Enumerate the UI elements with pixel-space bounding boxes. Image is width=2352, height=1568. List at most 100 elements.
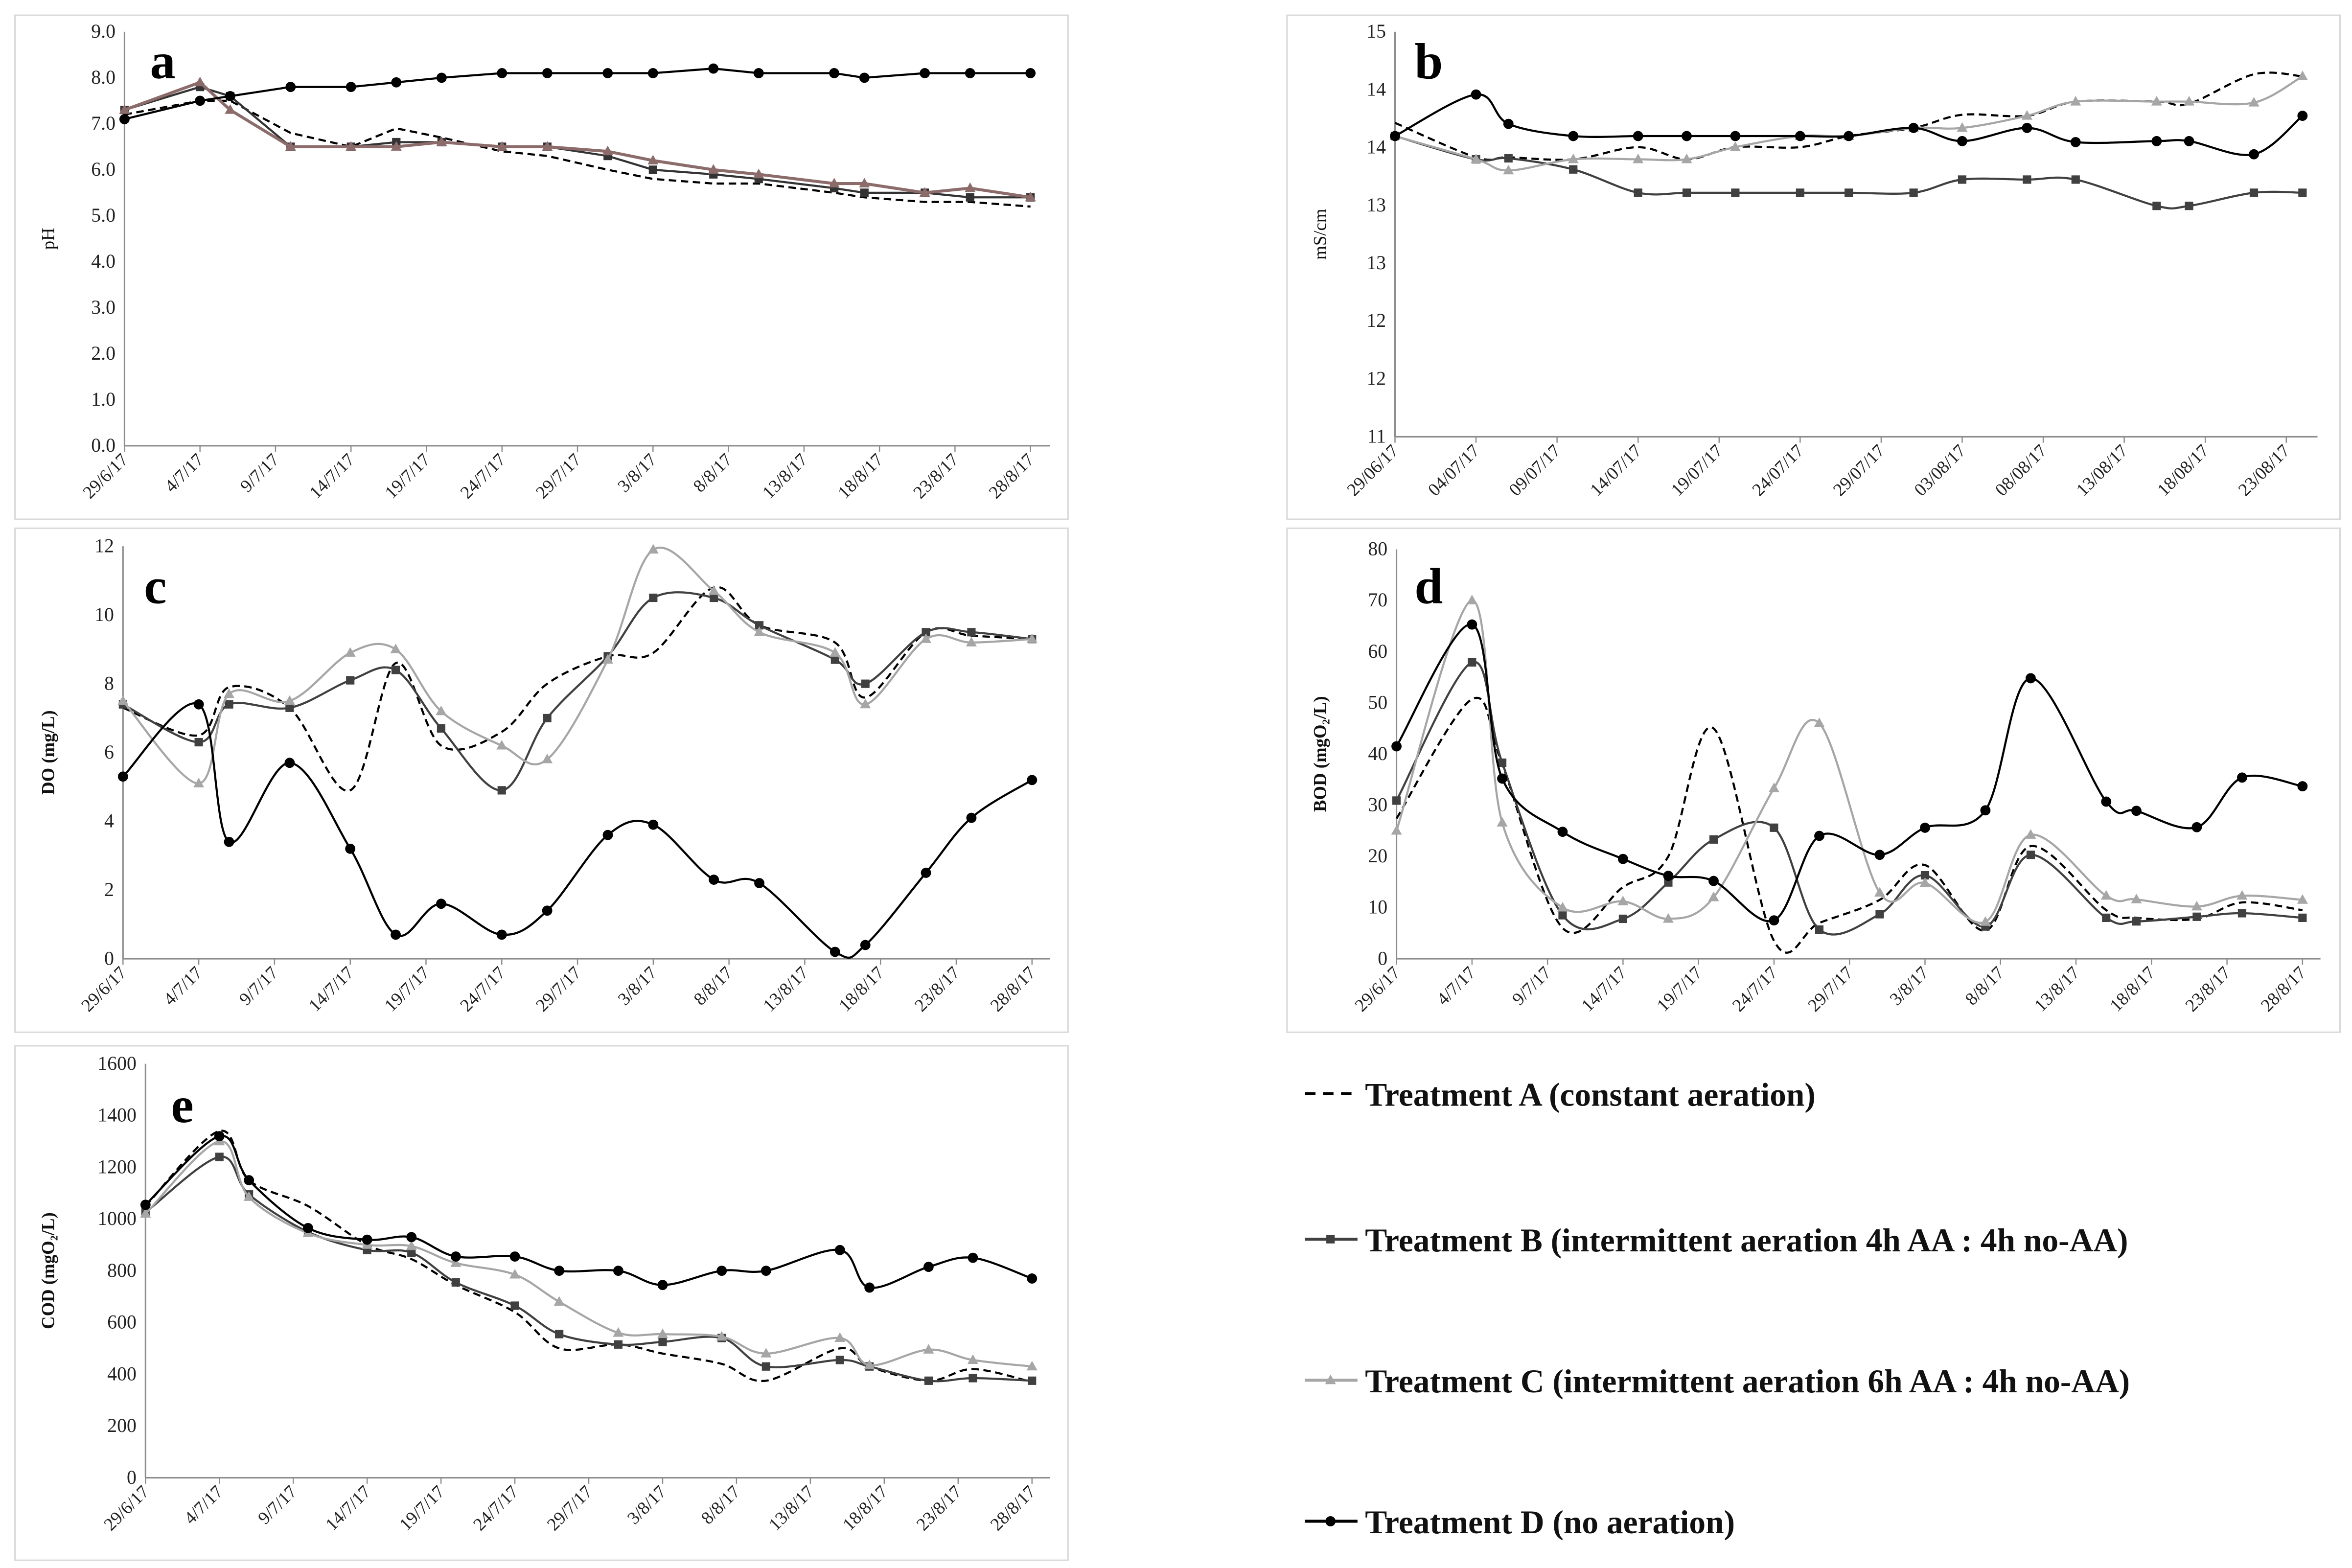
data-point-D: [2131, 806, 2142, 816]
data-point-C: [223, 688, 235, 698]
data-point-C: [716, 1331, 727, 1341]
data-point-C: [1980, 916, 1991, 926]
data-point-D: [829, 68, 839, 78]
data-point-D: [1025, 68, 1036, 78]
data-point-B: [614, 1340, 623, 1349]
series-A: [124, 99, 1031, 208]
data-point-D: [602, 830, 613, 840]
panel-letter: a: [150, 33, 176, 90]
data-point-B: [860, 188, 869, 197]
data-point-D: [224, 836, 234, 847]
data-point-B: [1875, 910, 1884, 919]
series-line-A: [1394, 71, 2303, 161]
data-point-D: [391, 77, 402, 88]
y-tick-label: 13: [1366, 194, 1386, 216]
data-point-C: [967, 1354, 979, 1364]
data-point-B: [555, 1330, 564, 1338]
legend: Treatment A (constant aeration) Treatment…: [1305, 1076, 2130, 1541]
data-point-B: [1796, 188, 1804, 197]
data-point-B: [1634, 188, 1642, 197]
data-point-C: [225, 104, 236, 114]
data-point-B: [922, 628, 930, 637]
data-point-D: [225, 91, 235, 101]
data-point-B: [1618, 914, 1627, 923]
data-point-C: [1466, 595, 1477, 604]
data-point-D: [1497, 773, 1507, 784]
panel-letter: d: [1414, 558, 1443, 615]
data-point-D: [302, 1222, 313, 1233]
data-point-B: [194, 738, 203, 747]
series-C: [117, 544, 1038, 787]
data-point-C: [761, 1348, 772, 1358]
data-point-C: [193, 778, 205, 787]
series-D: [117, 699, 1038, 959]
data-point-C: [346, 141, 357, 151]
data-point-C: [2100, 890, 2112, 900]
data-point-D: [1908, 123, 1919, 133]
data-point-C: [1026, 1360, 1038, 1371]
y-tick-label: 0: [127, 1466, 137, 1488]
data-point-B: [1028, 1376, 1037, 1385]
data-point-D: [921, 868, 931, 878]
data-point-D: [2070, 137, 2081, 147]
data-point-C: [2184, 95, 2195, 106]
series-line-B: [1395, 661, 2303, 936]
y-tick-label: 1200: [97, 1155, 137, 1177]
data-point-B: [2185, 202, 2193, 210]
data-point-D: [920, 68, 930, 78]
series-D: [119, 63, 1036, 124]
data-point-C: [1633, 153, 1644, 163]
legend-item-C: Treatment C (intermittent aeration 6h AA…: [1305, 1363, 2130, 1400]
data-point-D: [362, 1234, 372, 1245]
data-point-C: [613, 1327, 624, 1337]
data-point-C: [390, 644, 401, 653]
data-point-B: [1709, 835, 1718, 844]
data-point-C: [1814, 717, 1825, 727]
data-point-D: [193, 699, 204, 710]
series-A: [122, 586, 1032, 792]
y-tick-label: 2.0: [91, 342, 115, 364]
y-tick-label: 12: [1366, 309, 1386, 331]
data-point-D: [1730, 131, 1741, 141]
legend-marker-icon: [1325, 1374, 1336, 1384]
data-point-C: [496, 141, 507, 151]
y-tick-label: 14: [1366, 78, 1386, 100]
data-point-C: [1708, 891, 1719, 901]
series-A: [1394, 71, 2303, 161]
data-point-D: [2151, 136, 2162, 146]
legend-label: Treatment D (no aeration): [1365, 1504, 1735, 1541]
data-point-B: [437, 724, 446, 733]
data-point-D: [1391, 741, 1402, 752]
data-point-D: [1957, 136, 1967, 146]
data-point-D: [140, 1199, 151, 1210]
data-point-C: [1568, 153, 1579, 163]
y-tick-label: 11: [1367, 425, 1386, 447]
data-point-D: [1814, 830, 1824, 841]
data-point-C: [1874, 887, 1885, 897]
data-point-B: [830, 655, 839, 664]
data-point-D: [2191, 822, 2202, 832]
y-tick-label: 15: [1366, 20, 1386, 42]
data-point-C: [509, 1268, 521, 1279]
data-point-D: [406, 1232, 417, 1243]
data-point-B: [710, 593, 718, 602]
data-point-B: [1682, 188, 1691, 197]
data-point-C: [119, 104, 130, 114]
y-tick-label: 13: [1366, 252, 1386, 274]
data-point-B: [2237, 909, 2247, 918]
data-point-D: [1027, 775, 1038, 785]
data-point-D: [834, 1245, 845, 1255]
data-point-D: [1920, 822, 1930, 833]
series-line-C: [124, 80, 1031, 199]
data-point-B: [1770, 823, 1778, 832]
data-point-B: [1558, 911, 1567, 920]
data-point-D: [1557, 827, 1568, 837]
data-point-C: [2237, 890, 2248, 900]
y-tick-label: 40: [1368, 742, 1387, 764]
data-point-C: [553, 1296, 565, 1306]
data-point-C: [140, 1208, 151, 1218]
data-point-B: [346, 676, 355, 685]
data-point-C: [1957, 122, 1968, 132]
data-point-C: [1662, 913, 1674, 923]
